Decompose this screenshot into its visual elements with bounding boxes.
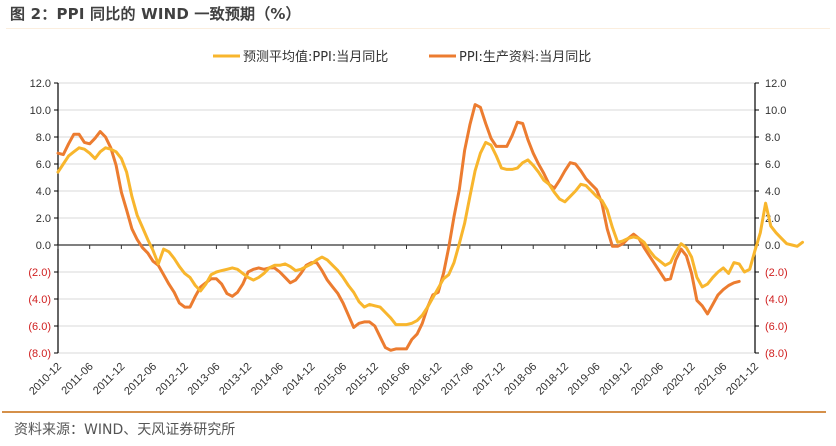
y-tick-label-right: 6.0	[765, 159, 780, 171]
x-tick-label: 2012-06	[122, 361, 159, 398]
chart-title: 图 2：PPI 同比的 WIND 一致预期（%）	[10, 5, 301, 23]
x-tick-label: 2021-12	[724, 361, 761, 398]
y-tick-label-right: 10.0	[765, 105, 786, 117]
y-tick-label-left: 6.0	[36, 159, 51, 171]
x-tick-label: 2019-12	[597, 361, 634, 398]
y-tick-label-left: 2.0	[36, 213, 51, 225]
x-tick-label: 2015-12	[344, 361, 381, 398]
x-tick-label: 2013-12	[217, 361, 254, 398]
x-axis-labels: 2010-122011-062011-122012-062012-122013-…	[27, 361, 761, 398]
x-tick-label: 2018-12	[534, 361, 571, 398]
source-note: 资料来源：WIND、天风证券研究所	[14, 422, 236, 438]
axes	[54, 82, 759, 354]
y-tick-label-right: 0.0	[765, 240, 780, 252]
y-tick-label-right: (4.0)	[765, 294, 788, 306]
y-tick-label-left: (6.0)	[28, 321, 51, 333]
y-tick-label-left: 12.0	[30, 78, 51, 90]
x-tick-label: 2016-06	[376, 361, 413, 398]
y-tick-label-left: (2.0)	[28, 267, 51, 279]
x-tick-label: 2021-06	[692, 361, 729, 398]
y-tick-label-left: (4.0)	[28, 294, 51, 306]
legend: 预测平均值:PPI:当月同比 PPI:生产资料:当月同比	[213, 49, 591, 65]
y-tick-label-right: (8.0)	[765, 348, 788, 360]
series-lines	[56, 103, 804, 352]
x-tick-label: 2010-12	[27, 361, 64, 398]
x-tick-label: 2013-06	[185, 361, 222, 398]
x-tick-label: 2014-12	[281, 361, 318, 398]
title-divider	[6, 28, 830, 29]
y-axis-left-labels: 12.0 10.0 8.0 6.0 4.0 2.0 0.0 (2.0) (4.0) (6.0) (8…	[28, 78, 51, 360]
x-tick-label: 2020-12	[661, 361, 698, 398]
x-tick-label: 2015-06	[312, 361, 349, 398]
x-tick-label: 2019-06	[566, 361, 603, 398]
y-tick-label-left: 10.0	[30, 105, 51, 117]
x-tick-label: 2017-12	[471, 361, 508, 398]
y-tick-label-right: (2.0)	[765, 267, 788, 279]
y-tick-label-right: 8.0	[765, 132, 780, 144]
x-tick-label: 2011-06	[59, 361, 95, 397]
x-tick-label: 2020-06	[629, 361, 666, 398]
x-tick-label: 2018-06	[502, 361, 539, 398]
gridlines	[58, 82, 755, 354]
x-tick-label: 2012-12	[154, 361, 191, 398]
y-tick-label-right: 4.0	[765, 186, 780, 198]
x-tick-label: 2014-06	[249, 361, 286, 398]
x-tick-label: 2011-12	[91, 361, 127, 397]
bottom-divider	[2, 411, 826, 413]
y-tick-label-left: 4.0	[36, 186, 51, 198]
y-tick-label-right: (6.0)	[765, 321, 788, 333]
x-tick-label: 2017-06	[439, 361, 476, 398]
y-axis-right-labels: 12.010.08.06.04.02.00.0(2.0)(4.0)(6.0)(8…	[765, 78, 788, 360]
x-tick-label: 2016-12	[407, 361, 444, 398]
y-tick-label-right: 12.0	[765, 78, 786, 90]
legend-label-forecast: 预测平均值:PPI:当月同比	[243, 49, 388, 65]
legend-label-means: PPI:生产资料:当月同比	[459, 50, 591, 65]
series-line-means	[56, 103, 741, 352]
y-tick-label-left: 0.0	[36, 240, 51, 252]
series-line-forecast	[56, 140, 804, 327]
y-tick-label-left: 8.0	[36, 132, 51, 144]
y-tick-label-left: (8.0)	[28, 348, 51, 360]
